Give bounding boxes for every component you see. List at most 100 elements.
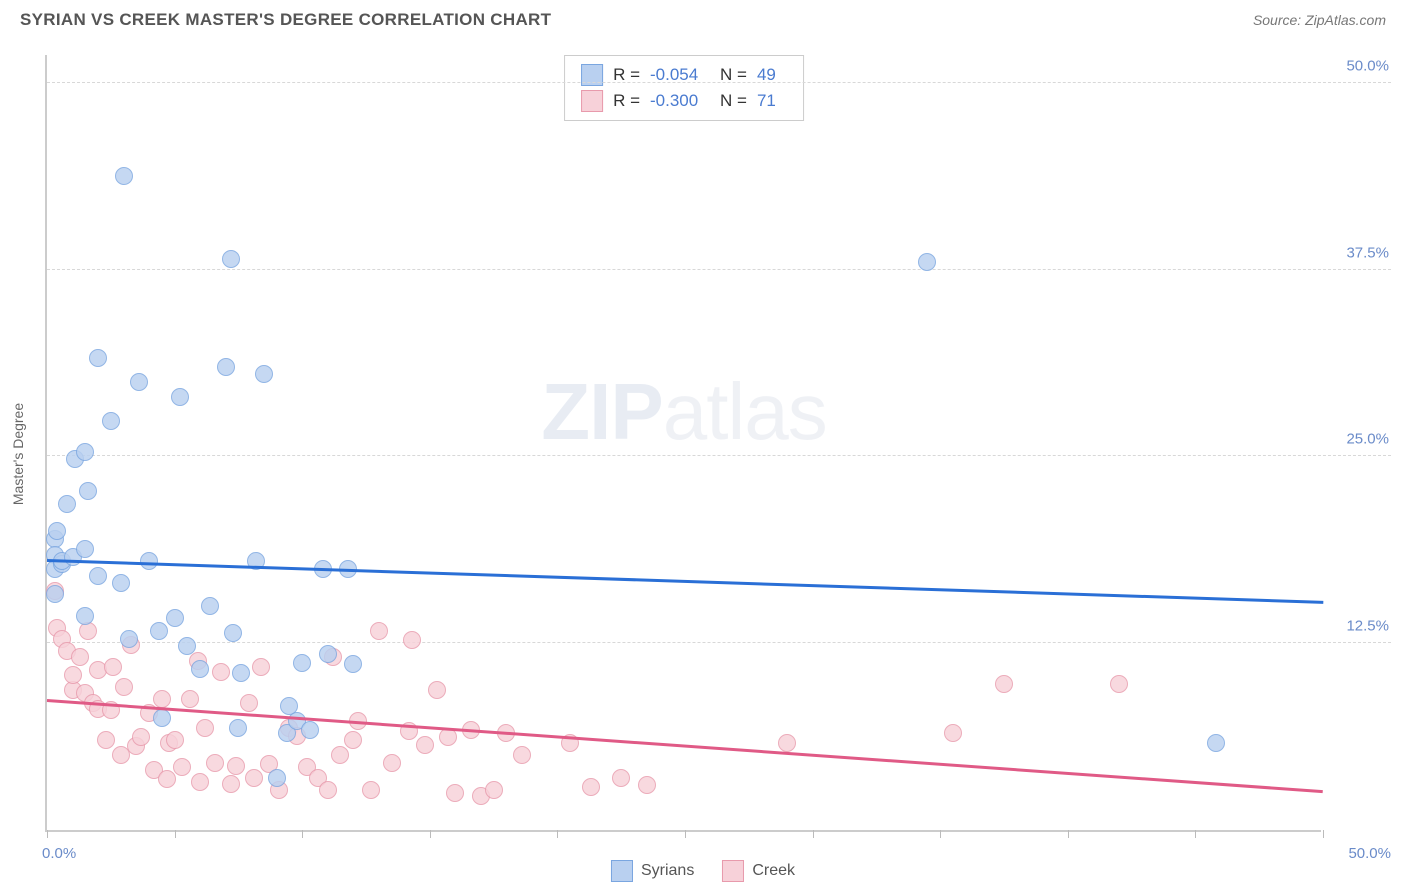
- r-label: R =: [613, 91, 640, 111]
- data-point: [995, 675, 1013, 693]
- n-value: 71: [757, 91, 787, 111]
- data-point: [166, 609, 184, 627]
- data-point: [240, 694, 258, 712]
- data-point: [79, 622, 97, 640]
- chart-title: SYRIAN VS CREEK MASTER'S DEGREE CORRELAT…: [20, 10, 551, 30]
- data-point: [153, 709, 171, 727]
- data-point: [104, 658, 122, 676]
- y-axis-title: Master's Degree: [10, 403, 26, 505]
- data-point: [196, 719, 214, 737]
- data-point: [89, 567, 107, 585]
- data-point: [222, 775, 240, 793]
- data-point: [115, 678, 133, 696]
- data-point: [944, 724, 962, 742]
- data-point: [89, 349, 107, 367]
- data-point: [153, 690, 171, 708]
- data-point: [638, 776, 656, 794]
- legend-label: Syrians: [641, 862, 694, 880]
- data-point: [166, 731, 184, 749]
- data-point: [76, 540, 94, 558]
- stats-row: R =-0.054N =49: [581, 62, 787, 88]
- data-point: [97, 731, 115, 749]
- data-point: [71, 648, 89, 666]
- data-point: [778, 734, 796, 752]
- n-label: N =: [720, 91, 747, 111]
- gridline: [47, 269, 1391, 270]
- data-point: [158, 770, 176, 788]
- data-point: [150, 622, 168, 640]
- x-tick: [940, 830, 941, 838]
- x-tick: [1323, 830, 1324, 838]
- x-tick: [685, 830, 686, 838]
- data-point: [268, 769, 286, 787]
- data-point: [227, 757, 245, 775]
- data-point: [485, 781, 503, 799]
- x-tick: [1195, 830, 1196, 838]
- y-tick-label: 25.0%: [1346, 431, 1389, 448]
- x-tick: [557, 830, 558, 838]
- data-point: [403, 631, 421, 649]
- x-tick: [175, 830, 176, 838]
- data-point: [173, 758, 191, 776]
- y-tick-label: 50.0%: [1346, 57, 1389, 74]
- data-point: [229, 719, 247, 737]
- swatch-icon: [581, 90, 603, 112]
- data-point: [232, 664, 250, 682]
- x-tick: [813, 830, 814, 838]
- data-point: [130, 373, 148, 391]
- scatter-plot-area: ZIPatlas R =-0.054N =49R =-0.300N =71 12…: [45, 55, 1321, 832]
- source-attribution: Source: ZipAtlas.com: [1253, 12, 1386, 28]
- data-point: [383, 754, 401, 772]
- data-point: [76, 443, 94, 461]
- y-tick-label: 37.5%: [1346, 244, 1389, 261]
- x-max-label: 50.0%: [1348, 845, 1391, 862]
- data-point: [102, 412, 120, 430]
- x-tick: [302, 830, 303, 838]
- data-point: [115, 167, 133, 185]
- data-point: [79, 482, 97, 500]
- legend-label: Creek: [752, 862, 795, 880]
- data-point: [201, 597, 219, 615]
- header: SYRIAN VS CREEK MASTER'S DEGREE CORRELAT…: [0, 0, 1406, 35]
- data-point: [191, 660, 209, 678]
- data-point: [112, 574, 130, 592]
- data-point: [255, 365, 273, 383]
- data-point: [301, 721, 319, 739]
- data-point: [319, 645, 337, 663]
- data-point: [293, 654, 311, 672]
- trend-line: [47, 559, 1323, 603]
- data-point: [344, 655, 362, 673]
- r-value: -0.300: [650, 91, 710, 111]
- data-point: [191, 773, 209, 791]
- gridline: [47, 455, 1391, 456]
- data-point: [513, 746, 531, 764]
- data-point: [178, 637, 196, 655]
- legend-item: Syrians: [611, 860, 694, 882]
- data-point: [428, 681, 446, 699]
- data-point: [344, 731, 362, 749]
- data-point: [1207, 734, 1225, 752]
- stats-row: R = -0.300 N = 71: [581, 88, 787, 114]
- data-point: [76, 607, 94, 625]
- data-point: [582, 778, 600, 796]
- data-point: [58, 495, 76, 513]
- data-point: [446, 784, 464, 802]
- data-point: [416, 736, 434, 754]
- swatch-icon: [611, 860, 633, 882]
- chart-container: SYRIAN VS CREEK MASTER'S DEGREE CORRELAT…: [0, 0, 1406, 892]
- data-point: [120, 630, 138, 648]
- data-point: [206, 754, 224, 772]
- data-point: [252, 658, 270, 676]
- x-tick: [430, 830, 431, 838]
- data-point: [439, 728, 457, 746]
- data-point: [370, 622, 388, 640]
- x-tick: [47, 830, 48, 838]
- correlation-stats-legend: R =-0.054N =49 R = -0.300 N = 71: [564, 55, 804, 121]
- data-point: [918, 253, 936, 271]
- x-tick: [1068, 830, 1069, 838]
- series-legend: Syrians Creek: [611, 860, 795, 882]
- data-point: [181, 690, 199, 708]
- data-point: [46, 585, 64, 603]
- gridline: [47, 642, 1391, 643]
- data-point: [224, 624, 242, 642]
